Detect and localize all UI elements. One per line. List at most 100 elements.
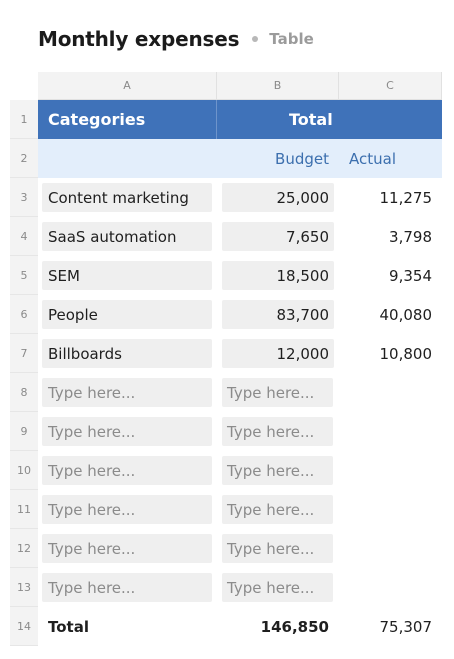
table-header-row: 1 Categories Total <box>10 100 442 139</box>
actual-value: 40,080 <box>379 305 433 324</box>
budget-input[interactable]: Type here... <box>222 534 333 563</box>
table-row: 4 SaaS automation 7,650 3,798 <box>10 217 442 256</box>
row-number[interactable]: 1 <box>10 100 38 139</box>
empty-row: 10 Type here... Type here... <box>10 451 442 490</box>
header-categories-cell[interactable]: Categories <box>38 100 217 139</box>
row-number[interactable]: 10 <box>10 451 38 490</box>
table-row: 6 People 83,700 40,080 <box>10 295 442 334</box>
actual-cell[interactable] <box>339 373 442 412</box>
total-label-cell[interactable]: Total <box>48 617 89 636</box>
category-input[interactable]: Content marketing <box>42 183 212 212</box>
budget-input[interactable]: 7,650 <box>222 222 334 251</box>
total-budget-cell[interactable]: 146,850 <box>260 617 329 636</box>
budget-input[interactable]: 18,500 <box>222 261 334 290</box>
category-input[interactable]: Type here... <box>42 534 212 563</box>
row-number[interactable]: 2 <box>10 139 38 178</box>
category-cell[interactable]: Type here... <box>38 373 217 412</box>
budget-input[interactable]: 25,000 <box>222 183 334 212</box>
table-row: 3 Content marketing 25,000 11,275 <box>10 178 442 217</box>
category-input[interactable]: Type here... <box>42 495 212 524</box>
actual-value: 3,798 <box>389 227 432 246</box>
budget-cell[interactable]: Type here... <box>217 412 339 451</box>
category-input[interactable]: Type here... <box>42 417 212 446</box>
row-number[interactable]: 5 <box>10 256 38 295</box>
row-number[interactable]: 8 <box>10 373 38 412</box>
budget-cell[interactable]: 25,000 <box>217 178 339 217</box>
budget-cell[interactable]: Type here... <box>217 451 339 490</box>
budget-input[interactable]: Type here... <box>222 573 333 602</box>
row-number[interactable]: 3 <box>10 178 38 217</box>
subheader-budget-cell[interactable]: Budget <box>217 139 339 178</box>
actual-value: 9,354 <box>389 266 432 285</box>
subheader-empty-cell[interactable] <box>38 139 217 178</box>
budget-cell[interactable]: Type here... <box>217 373 339 412</box>
title-bar: Monthly expenses Table <box>38 26 314 52</box>
column-header-c[interactable]: C <box>339 72 442 100</box>
row-number[interactable]: 14 <box>10 607 38 646</box>
category-cell[interactable]: Type here... <box>38 451 217 490</box>
category-input[interactable]: Type here... <box>42 378 212 407</box>
actual-cell[interactable] <box>339 412 442 451</box>
category-cell[interactable]: Type here... <box>38 529 217 568</box>
category-input[interactable]: Type here... <box>42 573 212 602</box>
budget-cell[interactable]: Type here... <box>217 529 339 568</box>
row-number[interactable]: 4 <box>10 217 38 256</box>
budget-cell[interactable]: 18,500 <box>217 256 339 295</box>
actual-cell[interactable]: 11,275 <box>339 178 442 217</box>
actual-cell[interactable] <box>339 451 442 490</box>
row-number[interactable]: 7 <box>10 334 38 373</box>
budget-input[interactable]: 12,000 <box>222 339 334 368</box>
category-cell[interactable]: Billboards <box>38 334 217 373</box>
budget-cell[interactable]: 7,650 <box>217 217 339 256</box>
row-number[interactable]: 12 <box>10 529 38 568</box>
actual-value: 10,800 <box>379 344 433 363</box>
total-actual-cell[interactable]: 75,307 <box>379 617 433 636</box>
table-row: 5 SEM 18,500 9,354 <box>10 256 442 295</box>
budget-cell[interactable]: 12,000 <box>217 334 339 373</box>
budget-cell[interactable]: Type here... <box>217 490 339 529</box>
separator-dot <box>252 36 259 42</box>
row-number[interactable]: 13 <box>10 568 38 607</box>
budget-input[interactable]: 83,700 <box>222 300 334 329</box>
category-input[interactable]: SaaS automation <box>42 222 212 251</box>
category-cell[interactable]: Type here... <box>38 412 217 451</box>
budget-input[interactable]: Type here... <box>222 378 333 407</box>
category-input[interactable]: SEM <box>42 261 212 290</box>
header-total-cell[interactable]: Total <box>217 100 442 139</box>
empty-row: 8 Type here... Type here... <box>10 373 442 412</box>
budget-cell[interactable]: Type here... <box>217 568 339 607</box>
total-row: 14 Total 146,850 75,307 <box>10 607 442 646</box>
category-input[interactable]: Billboards <box>42 339 212 368</box>
actual-cell[interactable] <box>339 529 442 568</box>
view-type-label[interactable]: Table <box>269 30 314 48</box>
empty-row: 11 Type here... Type here... <box>10 490 442 529</box>
actual-value: 11,275 <box>379 188 433 207</box>
empty-row: 13 Type here... Type here... <box>10 568 442 607</box>
category-cell[interactable]: Type here... <box>38 490 217 529</box>
budget-input[interactable]: Type here... <box>222 417 333 446</box>
category-input[interactable]: People <box>42 300 212 329</box>
actual-cell[interactable]: 40,080 <box>339 295 442 334</box>
actual-cell[interactable] <box>339 490 442 529</box>
budget-input[interactable]: Type here... <box>222 456 333 485</box>
column-header-b[interactable]: B <box>217 72 339 100</box>
subheader-actual-cell[interactable]: Actual <box>339 139 442 178</box>
category-cell[interactable]: Content marketing <box>38 178 217 217</box>
category-cell[interactable]: SEM <box>38 256 217 295</box>
actual-cell[interactable]: 9,354 <box>339 256 442 295</box>
page-title: Monthly expenses <box>38 27 240 51</box>
budget-input[interactable]: Type here... <box>222 495 333 524</box>
actual-cell[interactable]: 3,798 <box>339 217 442 256</box>
budget-cell[interactable]: 83,700 <box>217 295 339 334</box>
category-cell[interactable]: SaaS automation <box>38 217 217 256</box>
column-headers: A B C <box>38 72 442 100</box>
column-header-a[interactable]: A <box>38 72 217 100</box>
actual-cell[interactable] <box>339 568 442 607</box>
category-cell[interactable]: Type here... <box>38 568 217 607</box>
row-number[interactable]: 6 <box>10 295 38 334</box>
actual-cell[interactable]: 10,800 <box>339 334 442 373</box>
row-number[interactable]: 11 <box>10 490 38 529</box>
row-number[interactable]: 9 <box>10 412 38 451</box>
category-cell[interactable]: People <box>38 295 217 334</box>
category-input[interactable]: Type here... <box>42 456 212 485</box>
